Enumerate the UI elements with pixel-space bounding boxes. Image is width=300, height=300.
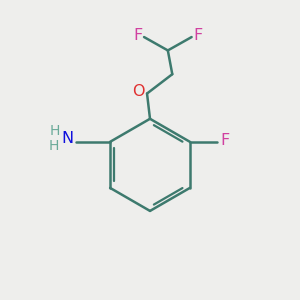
Text: H: H — [48, 139, 58, 153]
Text: H: H — [50, 124, 60, 137]
Text: F: F — [133, 28, 142, 43]
Text: N: N — [61, 131, 74, 146]
Text: O: O — [133, 84, 145, 99]
Text: F: F — [220, 133, 230, 148]
Text: F: F — [194, 28, 203, 43]
